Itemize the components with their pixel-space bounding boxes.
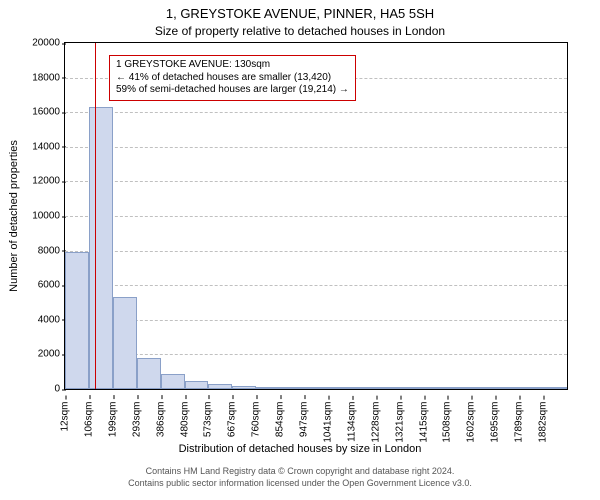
histogram-bar (447, 387, 471, 389)
x-tick: 199sqm (107, 402, 118, 438)
histogram-bar (232, 386, 256, 389)
y-tick: 16000 (26, 107, 60, 118)
x-tick: 1321sqm (394, 402, 405, 443)
x-tick: 12sqm (60, 402, 71, 432)
histogram-bar (376, 387, 400, 389)
footer-line-1: Contains HM Land Registry data © Crown c… (0, 466, 600, 478)
x-tick: 667sqm (227, 402, 238, 438)
histogram-bar (137, 358, 161, 389)
y-tick: 18000 (26, 72, 60, 83)
x-tick: 1882sqm (537, 402, 548, 443)
histogram-bar (543, 387, 567, 389)
histogram-bar (208, 384, 232, 389)
y-tick: 14000 (26, 141, 60, 152)
x-tick: 106sqm (84, 402, 95, 438)
histogram-bar (424, 387, 448, 389)
y-tick: 10000 (26, 211, 60, 222)
y-tick: 0 (26, 384, 60, 395)
x-tick: 947sqm (298, 402, 309, 438)
x-tick: 1228sqm (370, 402, 381, 443)
annotation-line-1: 1 GREYSTOKE AVENUE: 130sqm (116, 59, 349, 72)
histogram-bar (519, 387, 543, 389)
x-tick: 854sqm (275, 402, 286, 438)
histogram-bar (280, 387, 304, 389)
x-tick: 386sqm (155, 402, 166, 438)
x-tick: 1415sqm (418, 402, 429, 443)
y-axis-label: Number of detached properties (8, 140, 20, 292)
histogram-bar (185, 381, 209, 389)
gridline (65, 251, 567, 252)
plot-area: 1 GREYSTOKE AVENUE: 130sqm ← 41% of deta… (64, 42, 568, 390)
chart-subtitle: Size of property relative to detached ho… (0, 24, 600, 38)
histogram-bar (256, 387, 280, 389)
y-tick: 20000 (26, 38, 60, 49)
gridline (65, 354, 567, 355)
chart-title: 1, GREYSTOKE AVENUE, PINNER, HA5 5SH (0, 6, 600, 21)
x-tick: 1041sqm (323, 402, 334, 443)
y-tick: 8000 (26, 245, 60, 256)
chart-container: 1, GREYSTOKE AVENUE, PINNER, HA5 5SH Siz… (0, 0, 600, 500)
gridline (65, 112, 567, 113)
x-tick: 1789sqm (514, 402, 525, 443)
histogram-bar (471, 387, 495, 389)
histogram-bar (400, 387, 424, 389)
gridline (65, 181, 567, 182)
histogram-bar (328, 387, 352, 389)
histogram-bar (65, 252, 89, 389)
histogram-bar (161, 374, 185, 389)
histogram-bar (304, 387, 328, 389)
x-tick: 1602sqm (466, 402, 477, 443)
x-axis-label: Distribution of detached houses by size … (0, 443, 600, 455)
x-tick: 480sqm (179, 402, 190, 438)
y-tick: 6000 (26, 280, 60, 291)
histogram-bar (495, 387, 519, 389)
footer-line-2: Contains public sector information licen… (0, 478, 600, 490)
x-tick: 1508sqm (442, 402, 453, 443)
histogram-bar (352, 387, 376, 389)
marker-vline (95, 43, 96, 389)
y-tick: 2000 (26, 349, 60, 360)
x-tick: 1134sqm (346, 402, 357, 442)
gridline (65, 285, 567, 286)
gridline (65, 320, 567, 321)
y-tick: 4000 (26, 314, 60, 325)
histogram-bar (113, 297, 137, 389)
annotation-box: 1 GREYSTOKE AVENUE: 130sqm ← 41% of deta… (109, 55, 356, 101)
annotation-line-3: 59% of semi-detached houses are larger (… (116, 84, 349, 97)
gridline (65, 216, 567, 217)
x-tick: 573sqm (203, 402, 214, 438)
x-tick: 1695sqm (490, 402, 501, 443)
annotation-line-2: ← 41% of detached houses are smaller (13… (116, 72, 349, 85)
footer-attribution: Contains HM Land Registry data © Crown c… (0, 466, 600, 489)
gridline (65, 147, 567, 148)
histogram-bar (89, 107, 113, 389)
x-tick: 760sqm (251, 402, 262, 438)
y-tick: 12000 (26, 176, 60, 187)
x-tick: 293sqm (131, 402, 142, 438)
